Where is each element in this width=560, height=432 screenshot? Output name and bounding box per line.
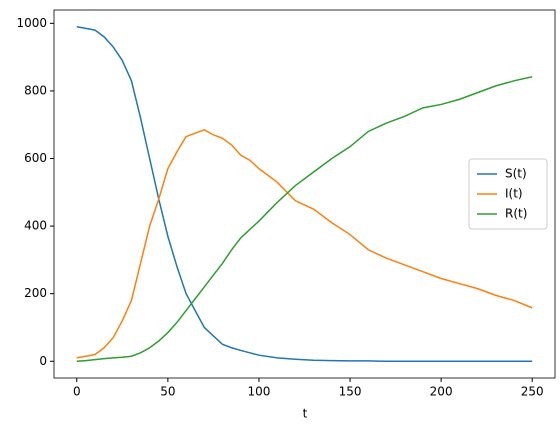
y-tick-label: 400 xyxy=(24,219,47,233)
y-tick-label: 1000 xyxy=(16,16,47,30)
x-tick-label: 200 xyxy=(430,385,453,399)
series-line xyxy=(76,76,533,363)
legend-label: R(t) xyxy=(505,207,527,221)
legend-label: S(t) xyxy=(505,167,527,181)
x-tick-label: 50 xyxy=(160,385,175,399)
y-tick-label: 0 xyxy=(39,354,47,368)
y-tick-label: 800 xyxy=(24,83,47,97)
series-line xyxy=(76,25,533,363)
x-tick-label: 100 xyxy=(248,385,271,399)
x-tick-label: 0 xyxy=(73,385,81,399)
series-line xyxy=(76,128,533,359)
x-axis-label: t xyxy=(303,407,308,421)
legend-label: I(t) xyxy=(505,187,523,201)
y-tick-label: 200 xyxy=(24,286,47,300)
y-tick-label: 600 xyxy=(24,151,47,165)
x-tick-label: 150 xyxy=(339,385,362,399)
axes-frame xyxy=(53,9,556,379)
legend-box xyxy=(468,158,548,230)
x-tick-label: 250 xyxy=(521,385,544,399)
